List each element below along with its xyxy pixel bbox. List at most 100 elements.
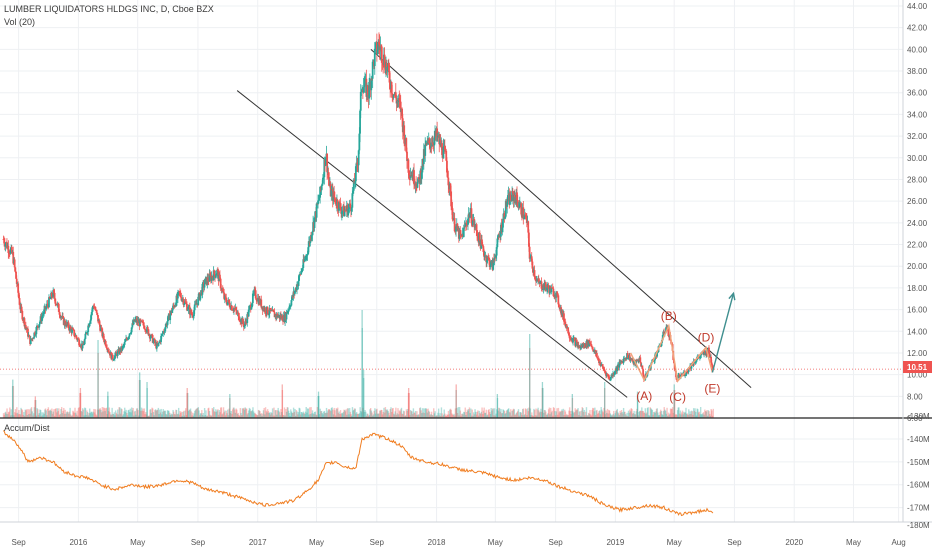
- volume-bar: [348, 408, 351, 418]
- volume-bar: [503, 410, 505, 418]
- candle-body: [160, 336, 162, 342]
- volume-bar: [198, 410, 200, 418]
- volume-bar: [670, 408, 672, 418]
- candle-body: [490, 261, 492, 266]
- volume-bar: [368, 415, 370, 418]
- volume-bar: [587, 415, 589, 418]
- volume-bar: [53, 415, 56, 418]
- volume-bar: [206, 415, 209, 418]
- candle-body: [160, 334, 163, 337]
- volume-bar: [14, 409, 17, 418]
- candle-body: [7, 245, 10, 253]
- volume-bar: [617, 413, 620, 418]
- volume-bar: [631, 409, 633, 418]
- candle-body: [401, 118, 404, 133]
- volume-bar: [203, 408, 206, 418]
- volume-bar: [443, 409, 445, 418]
- volume-spike: [12, 379, 14, 418]
- candle-body: [338, 201, 341, 203]
- volume-bar: [559, 412, 562, 418]
- volume-bar: [25, 409, 28, 418]
- volume-bar: [469, 413, 471, 418]
- candle-body: [317, 200, 320, 202]
- candle-body: [608, 377, 611, 380]
- volume-bar: [159, 409, 161, 418]
- volume-bar: [175, 409, 177, 418]
- volume-bar: [629, 411, 632, 418]
- candle-body: [83, 344, 85, 346]
- volume-bar: [376, 413, 379, 418]
- price-tick-label: 18.00: [907, 284, 928, 293]
- volume-bar: [454, 408, 457, 418]
- volume-spike: [229, 394, 231, 418]
- volume-bar: [290, 411, 293, 418]
- volume-bar: [493, 408, 496, 418]
- volume-bar: [565, 415, 567, 418]
- candle-body: [162, 331, 165, 334]
- volume-bar: [24, 409, 26, 418]
- candle-body: [264, 308, 267, 314]
- volume-bar: [492, 408, 494, 418]
- candle-body: [371, 78, 373, 80]
- volume-bar: [351, 415, 353, 418]
- candle-body: [444, 149, 447, 151]
- volume-bar: [308, 414, 310, 418]
- volume-bar: [553, 408, 555, 418]
- volume-bar: [494, 415, 497, 418]
- volume-bar: [578, 411, 581, 418]
- volume-bar: [320, 411, 322, 418]
- candle-body: [539, 281, 542, 284]
- volume-bar: [129, 408, 132, 418]
- price-tick-label: 10.00: [907, 371, 928, 380]
- volume-bar: [186, 393, 188, 418]
- volume-bar: [466, 409, 469, 418]
- candle-body: [482, 246, 485, 252]
- candle-body: [73, 335, 76, 337]
- candle-body: [460, 234, 462, 236]
- volume-bar: [603, 388, 606, 418]
- volume-bar: [597, 412, 600, 418]
- price-tick-label: 42.00: [907, 24, 928, 33]
- volume-bar: [23, 415, 26, 418]
- volume-bar: [603, 407, 605, 418]
- volume-bar: [622, 413, 624, 418]
- candle-body: [327, 172, 330, 179]
- candle-body: [497, 236, 499, 239]
- volume-bar: [554, 411, 556, 418]
- volume-bar: [141, 410, 143, 418]
- candle-body: [247, 309, 250, 317]
- candle-body: [33, 332, 36, 338]
- volume-bar: [462, 414, 464, 418]
- volume-bar: [571, 398, 574, 418]
- volume-bar: [189, 408, 192, 418]
- volume-bar: [237, 412, 239, 418]
- candle-body: [436, 128, 439, 138]
- candle-body: [322, 177, 324, 184]
- volume-bar: [409, 414, 411, 418]
- volume-bar: [564, 409, 566, 418]
- candle-body: [653, 360, 656, 362]
- volume-bar: [219, 412, 221, 418]
- volume-bar: [251, 410, 253, 418]
- volume-bar: [620, 412, 622, 418]
- volume-bar: [489, 413, 492, 418]
- candle-body: [311, 231, 314, 236]
- candle-body: [495, 255, 497, 258]
- volume-bar: [505, 412, 507, 418]
- volume-bar: [608, 410, 611, 418]
- volume-bar: [496, 409, 498, 418]
- candle-body: [187, 306, 190, 310]
- volume-bar: [671, 407, 674, 418]
- candle-body: [640, 362, 642, 367]
- volume-bar: [135, 414, 137, 418]
- volume-bar: [367, 413, 369, 418]
- candle-body: [455, 226, 457, 232]
- volume-bar: [255, 414, 258, 418]
- volume-bar: [684, 412, 686, 418]
- volume-bar: [548, 407, 551, 418]
- candle-body: [167, 315, 169, 322]
- volume-bar: [484, 412, 487, 418]
- candle-body: [415, 183, 418, 187]
- volume-bar: [491, 410, 493, 418]
